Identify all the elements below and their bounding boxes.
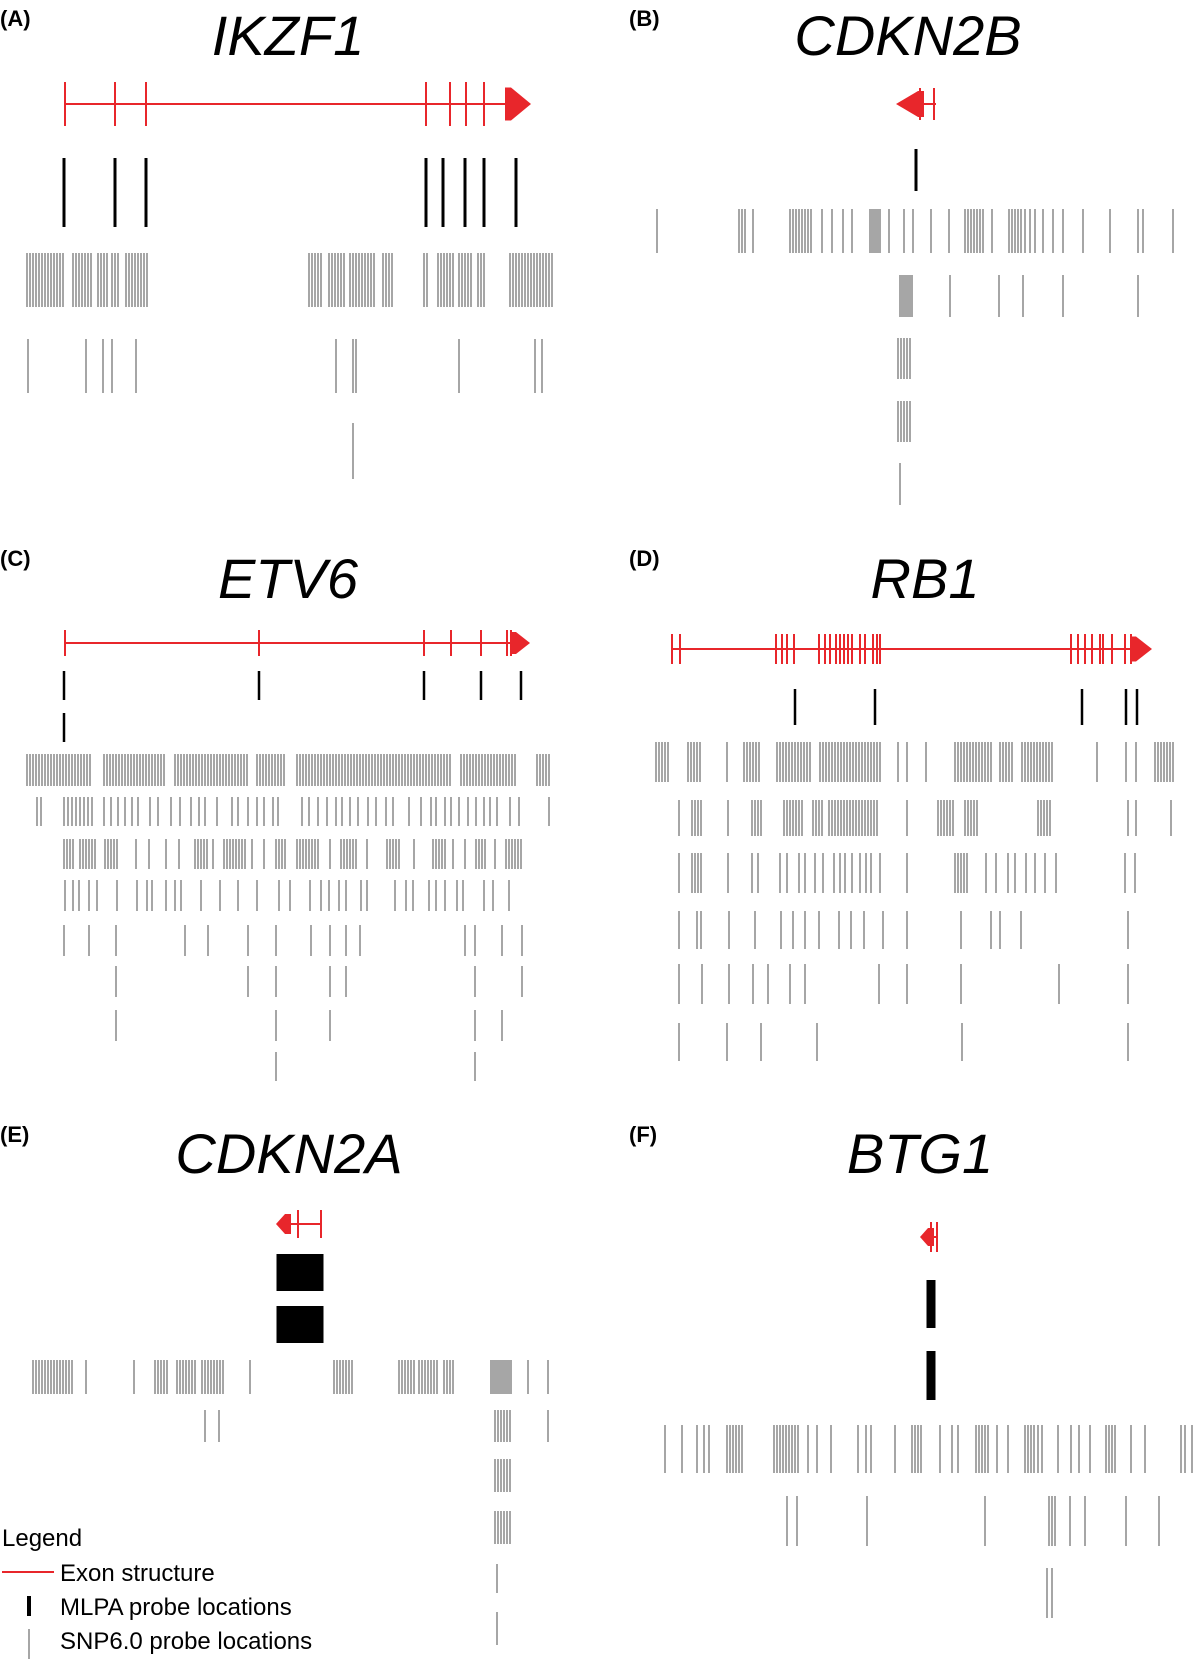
snp-probes-rb1 (655, 742, 1174, 1061)
gene-title-etv6: ETV6 (218, 547, 359, 610)
strand-arrow (276, 1214, 291, 1234)
snp-probes-cdkn2b (656, 209, 1174, 505)
strand-arrow (1130, 636, 1152, 662)
panel-label-f: (F) (629, 1122, 657, 1147)
strand-arrow (505, 87, 531, 121)
gene-title-btg1: BTG1 (847, 1122, 993, 1185)
panel-label-d: (D) (629, 546, 660, 571)
snp-probes-btg1 (664, 1425, 1193, 1618)
gene-title-cdkn2a: CDKN2A (175, 1122, 402, 1185)
panel-b: (B) CDKN2B (629, 4, 1174, 505)
legend: Legend Exon structure MLPA probe locatio… (2, 1525, 312, 1659)
panel-d: (D) RB1 (629, 546, 1174, 1061)
snp-probes-ikzf1 (26, 253, 553, 479)
strand-arrow (896, 91, 924, 117)
panel-a: (A) IKZF1 (0, 4, 553, 479)
panel-f: (F) BTG1 (629, 1122, 1193, 1618)
gene-title-cdkn2b: CDKN2B (794, 4, 1021, 67)
legend-title: Legend (2, 1525, 82, 1552)
snp-probes-etv6 (26, 754, 550, 1081)
legend-snp-label: SNP6.0 probe locations (60, 1628, 312, 1655)
gene-title-rb1: RB1 (871, 547, 980, 610)
exon-structure-cdkn2b (896, 88, 936, 120)
legend-mlpa-swatch (27, 1596, 31, 1616)
strand-arrow (510, 632, 530, 654)
panel-label-b: (B) (629, 6, 660, 31)
snp-probes-cdkn2a (32, 1360, 549, 1645)
exon-structure-etv6 (64, 630, 530, 656)
panel-label-c: (C) (0, 546, 31, 571)
exon-structure-rb1 (671, 634, 1152, 664)
legend-mlpa-label: MLPA probe locations (60, 1594, 292, 1621)
mlpa-probes-rb1 (793, 689, 1139, 725)
panel-e: (E) CDKN2A (0, 1122, 549, 1645)
strand-arrow (920, 1228, 934, 1246)
panel-label-a: (A) (0, 6, 31, 31)
mlpa-probes-ikzf1 (62, 158, 518, 227)
gene-title-ikzf1: IKZF1 (212, 4, 364, 67)
legend-exon-label: Exon structure (60, 1560, 215, 1587)
exon-structure-cdkn2a (276, 1210, 322, 1238)
panel-label-e: (E) (0, 1122, 29, 1147)
panel-c: (C) ETV6 (0, 546, 550, 1081)
exon-structure-ikzf1 (64, 82, 531, 126)
mlpa-probes-etv6 (62, 671, 523, 742)
exon-structure-btg1 (920, 1222, 938, 1252)
